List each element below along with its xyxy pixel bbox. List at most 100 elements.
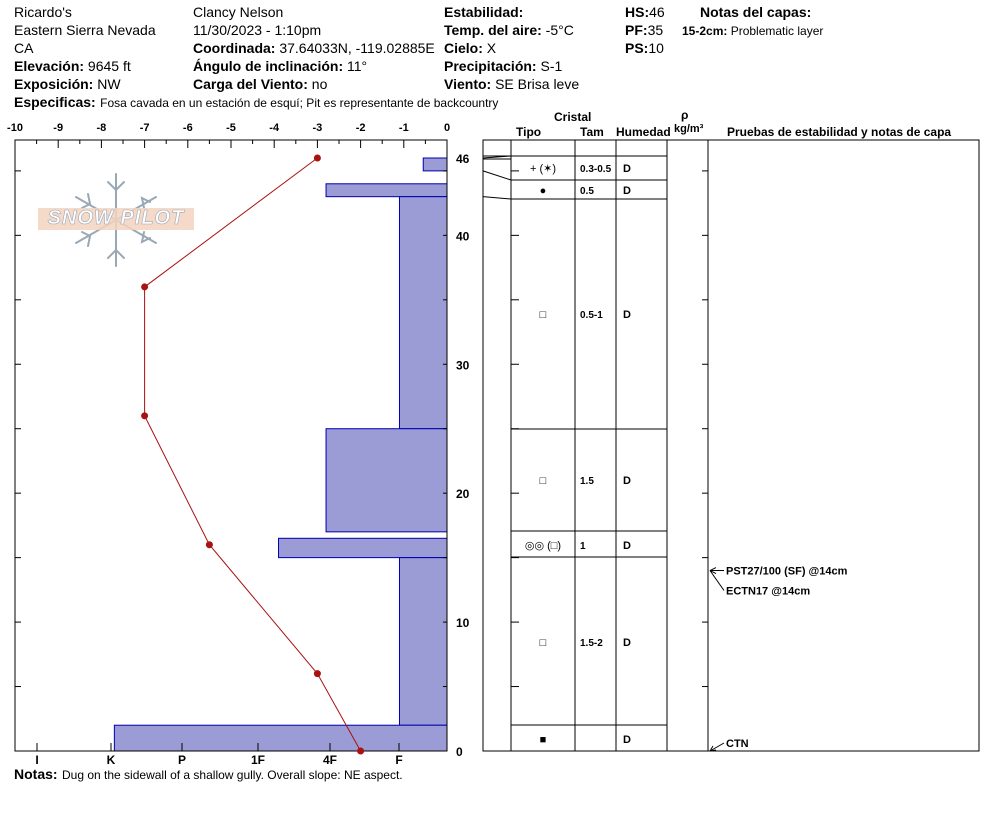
height-tick-label: 0 xyxy=(456,745,463,759)
observer: Clancy Nelson xyxy=(193,4,284,20)
precip-row: Precipitación: S-1 xyxy=(444,58,562,74)
wind-load-value: no xyxy=(311,76,328,92)
temperature-line xyxy=(144,157,362,752)
tests-header: Pruebas de estabilidad y notas de capa xyxy=(727,125,952,139)
arrow-icon xyxy=(709,567,717,574)
layer-grain-size: 1 xyxy=(580,541,586,552)
air-temp-label: Temp. del aire: xyxy=(444,22,542,38)
height-tick-label: 10 xyxy=(456,616,470,630)
layer-grain-type: □ xyxy=(540,637,547,649)
specifics-row: Especificas: Fosa cavada en un estación … xyxy=(14,94,498,112)
temp-tick-label: -8 xyxy=(97,122,107,134)
temp-tick-label: 0 xyxy=(444,122,450,134)
pf-value: 35 xyxy=(647,22,664,38)
layer-grain-type: ■ xyxy=(540,734,547,746)
layer-connector xyxy=(482,196,512,200)
type-header: Tipo xyxy=(516,125,542,139)
stability-row: Estabilidad: xyxy=(444,4,523,20)
layer-moisture: D xyxy=(623,540,631,552)
layer-moisture: D xyxy=(623,163,631,175)
temperature-point xyxy=(313,670,321,678)
temp-tick-label: -3 xyxy=(313,122,323,134)
hardness-bar xyxy=(398,557,448,726)
wind-row: Viento: SE Brisa leve xyxy=(444,76,579,92)
layer-table-frame xyxy=(482,139,980,752)
hardness-label: P xyxy=(178,753,186,767)
temp-tick-label: -1 xyxy=(399,122,409,134)
test-pointer xyxy=(709,570,725,591)
hardness-bar xyxy=(278,537,448,559)
layer-grain-type: ● xyxy=(540,185,547,197)
stability-label: Estabilidad: xyxy=(444,4,524,20)
ps-row: PS:10 xyxy=(625,40,664,56)
temperature-point xyxy=(141,283,149,291)
temp-tick-label: -4 xyxy=(269,122,280,134)
temp-tick-label: -9 xyxy=(53,122,63,134)
layer-moisture: D xyxy=(623,475,631,487)
elevation-row: Elevación: 9645 ft xyxy=(14,58,131,74)
size-header: Tam xyxy=(580,125,604,139)
precip-label: Precipitación: xyxy=(444,58,537,74)
wind-value: SE Brisa leve xyxy=(495,76,580,92)
hardness-label: 1F xyxy=(251,753,265,767)
layer-note: 15-2cm: Problematic layer xyxy=(682,24,823,38)
stability-test: CTN xyxy=(726,738,749,750)
wind-load-row: Carga del Viento: no xyxy=(193,76,327,92)
layer-moisture: D xyxy=(623,309,631,321)
temperature-point xyxy=(141,412,149,420)
hardness-bar xyxy=(398,196,448,430)
slope-label: Ángulo de inclinación: xyxy=(193,58,344,74)
layer-grain-size: 1.5 xyxy=(580,476,594,487)
density-unit: kg/m³ xyxy=(674,123,704,135)
location-range: Eastern Sierra Nevada xyxy=(14,22,156,38)
layer-moisture: D xyxy=(623,185,631,197)
layer-connector xyxy=(482,155,512,159)
temp-tick-label: -2 xyxy=(356,122,366,134)
hardness-bar xyxy=(113,724,448,752)
hardness-label: K xyxy=(107,753,116,767)
notes-label: Notas: xyxy=(14,766,58,782)
stability-test: PST27/100 (SF) @14cm xyxy=(726,566,848,578)
snowpilot-logo: SNOW PILOT xyxy=(38,170,194,270)
pf-row: PF:35 xyxy=(625,22,663,38)
notes-row: Notas: Dug on the sidewall of a shallow … xyxy=(14,766,403,784)
coord-value: 37.64033N, -119.02885E xyxy=(279,40,435,56)
datetime: 11/30/2023 - 1:10pm xyxy=(193,22,322,38)
temperature-point xyxy=(313,154,321,162)
layer-grain-size: 0.5 xyxy=(580,186,594,197)
location-name: Ricardo's xyxy=(14,4,72,20)
temp-tick-label: -10 xyxy=(7,122,23,134)
hardness-bar xyxy=(422,157,448,172)
aspect-row: Exposición: NW xyxy=(14,76,121,92)
aspect-value: NW xyxy=(97,76,121,92)
logo-text: SNOW PILOT xyxy=(47,207,185,230)
layer-note-text: Problematic layer xyxy=(730,24,824,38)
height-tick-label: 40 xyxy=(456,229,470,243)
hs-label: HS: xyxy=(625,4,650,20)
hardness-bar xyxy=(325,428,448,533)
layer-grain-size: 0.5-1 xyxy=(580,310,603,321)
sky-label: Cielo: xyxy=(444,40,483,56)
slope-row: Ángulo de inclinación: 11° xyxy=(193,58,367,74)
height-tick-label: 46 xyxy=(456,152,470,166)
ps-label: PS: xyxy=(625,40,649,56)
elevation-label: Elevación: xyxy=(14,58,85,74)
logo-band xyxy=(38,208,194,230)
layer-grain-type: □ xyxy=(540,475,547,487)
arrow-icon xyxy=(709,745,717,752)
location-state: CA xyxy=(14,40,34,56)
coord-label: Coordinada: xyxy=(193,40,276,56)
layer-notes-title: Notas del capas: xyxy=(700,4,812,20)
layer-grain-size: 0.3-0.5 xyxy=(580,164,612,175)
hardness-label: 4F xyxy=(323,753,337,767)
temperature-point xyxy=(357,747,365,755)
height-tick-label: 30 xyxy=(456,358,470,372)
layer-moisture: D xyxy=(623,637,631,649)
hs-row: HS:46 xyxy=(625,4,665,20)
layer-grain-type: + (✶) xyxy=(530,163,556,175)
hardness-bar xyxy=(325,183,448,198)
air-temp-value: -5°C xyxy=(545,22,574,38)
density-symbol: ρ xyxy=(681,108,689,122)
test-pointer xyxy=(709,742,725,752)
